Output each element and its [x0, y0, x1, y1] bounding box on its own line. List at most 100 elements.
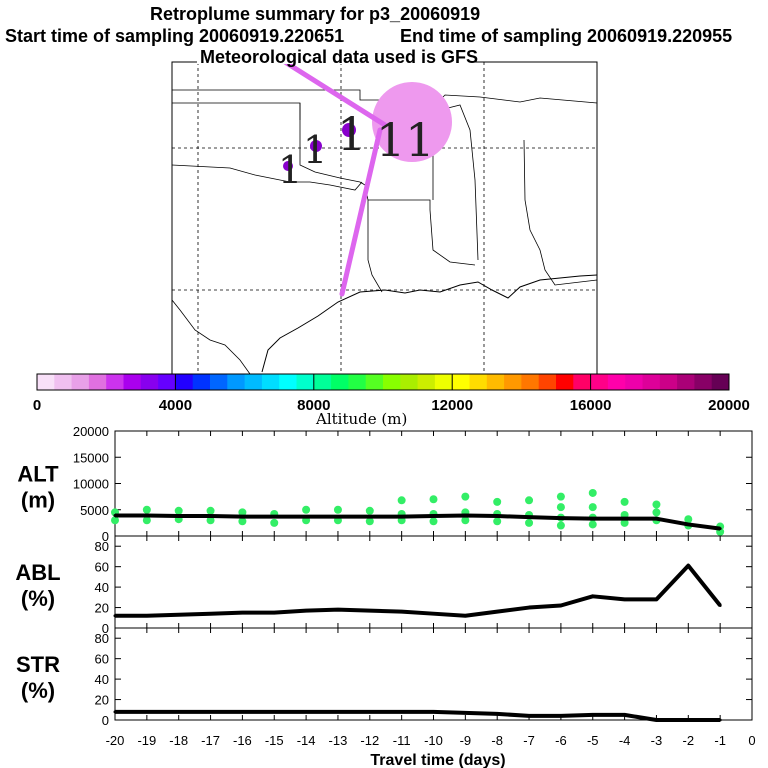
scatter-point	[142, 516, 151, 525]
series-point	[400, 515, 404, 519]
colorbar-swatch	[37, 374, 55, 390]
scatter-point	[429, 495, 438, 504]
series-point	[495, 712, 499, 716]
scatter-point	[556, 492, 565, 501]
colorbar-swatch	[677, 374, 695, 390]
trajectory-map: 1 1 1 11 Meteorological data used is GFS	[171, 47, 598, 375]
trajectory-line-north	[282, 59, 388, 128]
x-tick-label: -17	[201, 733, 220, 748]
scatter-point	[270, 518, 279, 527]
centroid-dot	[342, 123, 356, 137]
colorbar-tick-label: 0	[33, 397, 41, 414]
scatter-point	[525, 518, 534, 527]
series-point	[209, 612, 213, 616]
scatter-point	[429, 517, 438, 526]
panel-ylabel: STR	[16, 652, 60, 677]
series-line-alt	[115, 513, 721, 531]
y-tick-label: 40	[95, 672, 109, 687]
x-tick-label: -7	[523, 733, 535, 748]
colorbar-swatch	[659, 374, 678, 390]
colorbar-swatch	[106, 374, 124, 390]
colorbar-swatch	[71, 374, 90, 390]
series-point	[495, 610, 499, 614]
series-point	[209, 514, 213, 518]
colorbar-swatch	[573, 374, 592, 390]
y-tick-label: 20000	[73, 424, 109, 439]
scatter-point	[620, 518, 629, 527]
colorbar-swatch	[192, 374, 211, 390]
x-tick-label: -5	[587, 733, 599, 748]
series-point	[686, 718, 690, 722]
cluster-label: 1	[337, 107, 366, 161]
scatter-point	[365, 517, 374, 526]
colorbar-swatch	[383, 374, 401, 390]
series-point	[209, 710, 213, 714]
scatter-point	[588, 520, 597, 529]
altitude-colorbar: 0 4000 8000 12000 16000 20000	[33, 373, 750, 414]
scatter-point	[652, 508, 661, 517]
panel-str: STR(%) 0 20 40 60 80	[16, 627, 753, 728]
scatter-point	[461, 516, 470, 525]
y-tick-label: 0	[102, 529, 109, 544]
cluster-label: 1	[303, 128, 327, 172]
scatter-point	[556, 503, 565, 512]
scatter-point	[461, 492, 470, 501]
scatter-point	[652, 500, 661, 509]
y-tick-label: 10000	[73, 477, 109, 492]
time-series-panels: ALT(m)05000100001500020000ABL(%)02040608…	[15, 424, 755, 768]
series-point	[304, 710, 308, 714]
series-point	[177, 514, 181, 518]
series-point	[527, 606, 531, 610]
colorbar-swatch	[434, 374, 453, 390]
colorbar-swatch	[348, 374, 367, 390]
series-point	[654, 597, 658, 601]
mexico-border	[171, 299, 251, 375]
colorbar-tick-label: 16000	[570, 397, 612, 414]
panel-alt: ALT(m) 0 5000 10000 15000 20000	[17, 424, 753, 544]
colorbar-swatch	[54, 374, 73, 390]
panel-ylabel-unit: (%)	[21, 586, 55, 611]
colorbar-swatch	[417, 374, 436, 390]
y-tick-label: 5000	[80, 503, 109, 518]
colorbar-tick-label: 20000	[708, 397, 750, 414]
colorbar-swatch	[504, 374, 522, 390]
series-point	[368, 710, 372, 714]
title-met-data: Meteorological data used is GFS	[200, 47, 478, 67]
centroid-dot	[310, 140, 322, 152]
series-point	[400, 710, 404, 714]
colorbar-swatch	[556, 374, 574, 390]
series-point	[623, 713, 627, 717]
series-point	[113, 514, 117, 518]
colorbar-swatch	[140, 374, 159, 390]
series-point	[177, 710, 181, 714]
colorbar-swatch	[123, 374, 142, 390]
series-point	[463, 614, 467, 618]
series-point	[686, 522, 690, 526]
x-tick-label: -2	[683, 733, 695, 748]
series-point	[432, 514, 435, 518]
scatter-point	[333, 505, 342, 514]
series-point	[718, 527, 722, 531]
series-point	[432, 612, 435, 616]
series-point	[527, 714, 531, 718]
series-point	[591, 713, 595, 717]
series-point	[400, 610, 404, 614]
x-tick-label: -4	[619, 733, 631, 748]
scatter-point	[588, 503, 597, 512]
series-point	[718, 718, 722, 722]
series-point	[368, 515, 372, 519]
series-point	[718, 604, 722, 608]
panel-ylabel: ALT	[17, 462, 59, 487]
colorbar-swatch	[313, 374, 332, 390]
trajectory-line-south	[339, 127, 383, 297]
colorbar-tick-label: 12000	[431, 397, 473, 414]
scatter-point	[525, 496, 534, 505]
series-point	[272, 611, 276, 615]
panel-ylabel: ABL	[15, 560, 60, 585]
title-start-time: Start time of sampling 20060919.220651	[5, 26, 344, 46]
x-tick-label: -13	[329, 733, 348, 748]
series-point	[304, 515, 308, 519]
colorbar-label: Altitude (m)	[315, 410, 407, 428]
colorbar-tick-label: 8000	[297, 397, 330, 414]
series-line-abl	[115, 563, 722, 618]
